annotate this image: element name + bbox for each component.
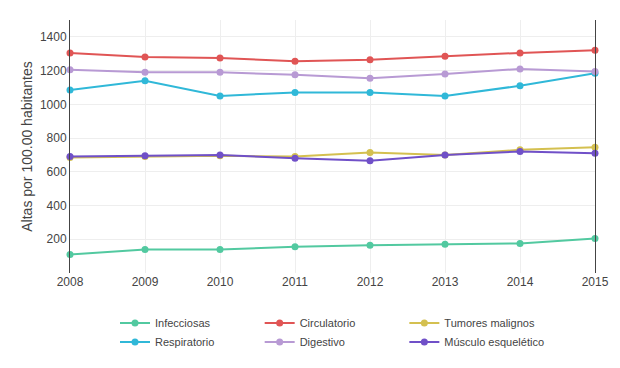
svg-text:2013: 2013: [432, 275, 459, 289]
svg-text:800: 800: [47, 131, 67, 145]
svg-text:1000: 1000: [40, 98, 67, 112]
svg-text:2008: 2008: [57, 275, 84, 289]
svg-text:2014: 2014: [507, 275, 534, 289]
svg-text:600: 600: [47, 165, 67, 179]
svg-text:2012: 2012: [357, 275, 384, 289]
svg-text:1200: 1200: [40, 64, 67, 78]
svg-text:Músculo esquelético: Músculo esquelético: [444, 336, 544, 348]
svg-text:2010: 2010: [207, 275, 234, 289]
svg-text:400: 400: [47, 199, 67, 213]
svg-text:Respiratorio: Respiratorio: [155, 336, 214, 348]
svg-text:Tumores malignos: Tumores malignos: [444, 317, 535, 329]
svg-text:Infecciosas: Infecciosas: [155, 317, 211, 329]
svg-text:2009: 2009: [132, 275, 159, 289]
svg-text:200: 200: [47, 232, 67, 246]
svg-text:Altas por 100.00 habitantes: Altas por 100.00 habitantes: [19, 61, 35, 231]
svg-text:Digestivo: Digestivo: [300, 336, 345, 348]
svg-text:Circulatorio: Circulatorio: [300, 317, 356, 329]
svg-text:2011: 2011: [282, 275, 308, 289]
svg-text:2015: 2015: [582, 275, 609, 289]
svg-text:1400: 1400: [40, 30, 67, 44]
